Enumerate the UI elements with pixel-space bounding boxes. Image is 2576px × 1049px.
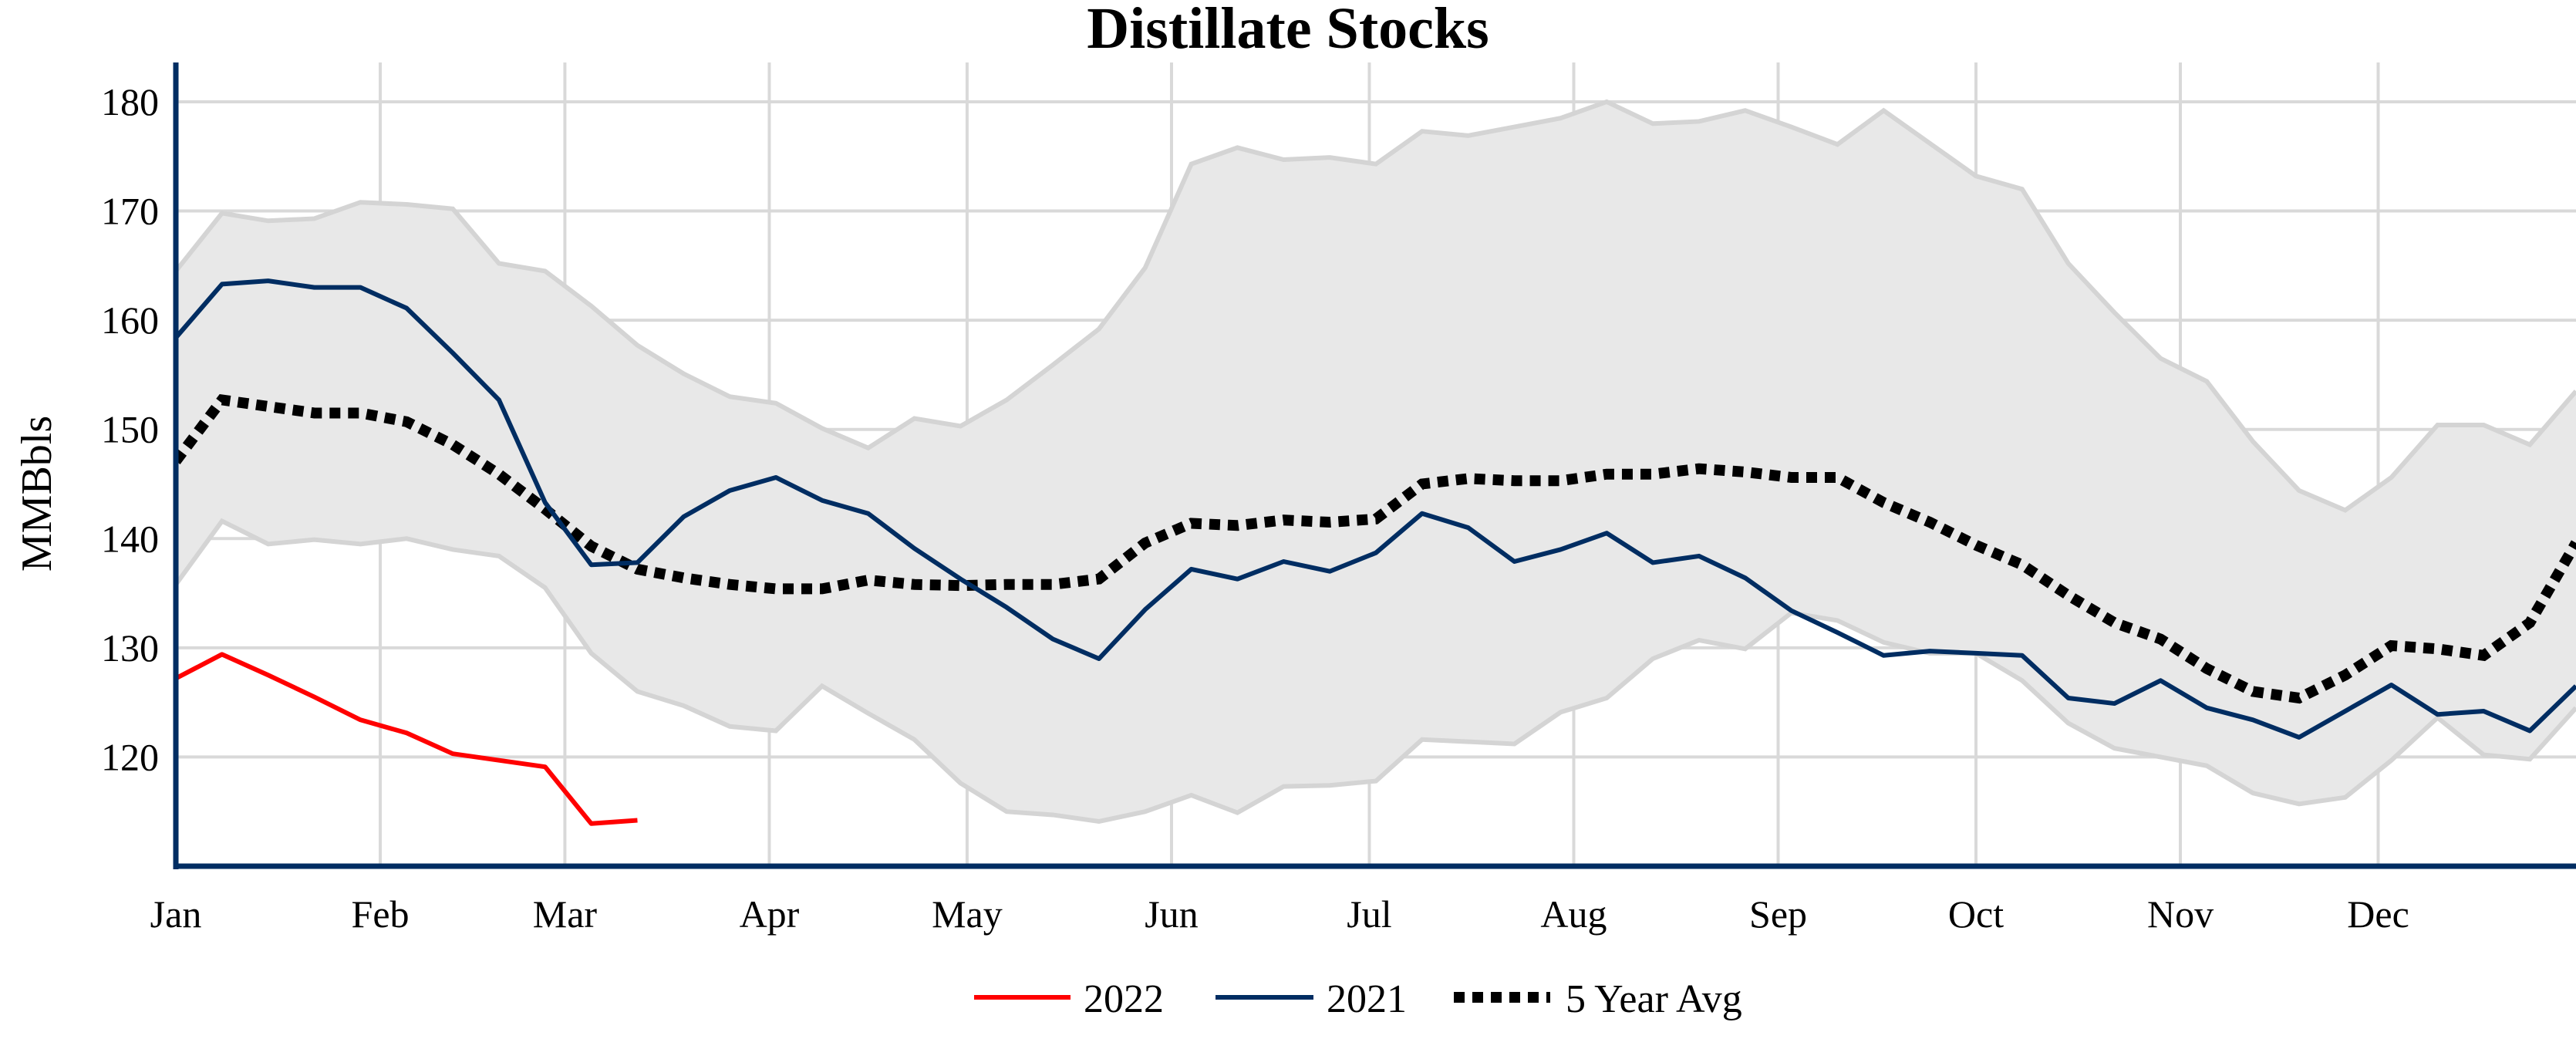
x-tick-label: May bbox=[932, 892, 1003, 936]
x-tick-label: Feb bbox=[352, 892, 410, 936]
x-tick-labels: Jan Feb Mar Apr May Jun Jul Aug Sep Oct Nov Dec bbox=[150, 892, 2409, 936]
x-tick-label: Sep bbox=[1749, 892, 1807, 936]
y-tick-label: 180 bbox=[101, 80, 159, 123]
range-band bbox=[176, 99, 2576, 824]
chart-title: Distillate Stocks bbox=[1087, 0, 1489, 61]
range-band-area bbox=[176, 101, 2576, 821]
y-tick-labels: 120 130 140 150 160 170 180 bbox=[101, 80, 159, 778]
series-lines bbox=[176, 278, 2576, 826]
x-tick-label: Aug bbox=[1540, 892, 1607, 936]
x-tick-label: Apr bbox=[740, 892, 800, 936]
x-tick-label: Oct bbox=[1948, 892, 2004, 936]
legend-label-2021: 2021 bbox=[1327, 977, 1407, 1021]
y-tick-label: 170 bbox=[101, 190, 159, 233]
x-tick-label: Mar bbox=[533, 892, 598, 936]
legend: 2022 2021 5 Year Avg bbox=[974, 977, 1742, 1021]
y-tick-label: 120 bbox=[101, 735, 159, 778]
legend-label-5-year-avg: 5 Year Avg bbox=[1566, 977, 1742, 1021]
legend-label-2022: 2022 bbox=[1084, 977, 1164, 1021]
series-2022-line bbox=[176, 652, 638, 826]
series-2021-line bbox=[176, 278, 2576, 740]
y-tick-label: 140 bbox=[101, 517, 159, 560]
x-tick-label: Jul bbox=[1347, 892, 1391, 936]
range-max-line bbox=[176, 99, 2576, 513]
x-tick-label: Nov bbox=[2147, 892, 2214, 936]
x-tick-label: Jan bbox=[150, 892, 202, 936]
y-tick-label: 130 bbox=[101, 626, 159, 670]
axes bbox=[173, 62, 2576, 869]
y-tick-label: 160 bbox=[101, 299, 159, 342]
series-5-year-avg-line bbox=[176, 393, 2576, 704]
x-tick-label: Jun bbox=[1145, 892, 1198, 936]
y-axis-label: MMBbls bbox=[13, 416, 61, 572]
range-min-line bbox=[176, 518, 2576, 824]
x-tick-label: Dec bbox=[2347, 892, 2409, 936]
y-tick-label: 150 bbox=[101, 408, 159, 451]
